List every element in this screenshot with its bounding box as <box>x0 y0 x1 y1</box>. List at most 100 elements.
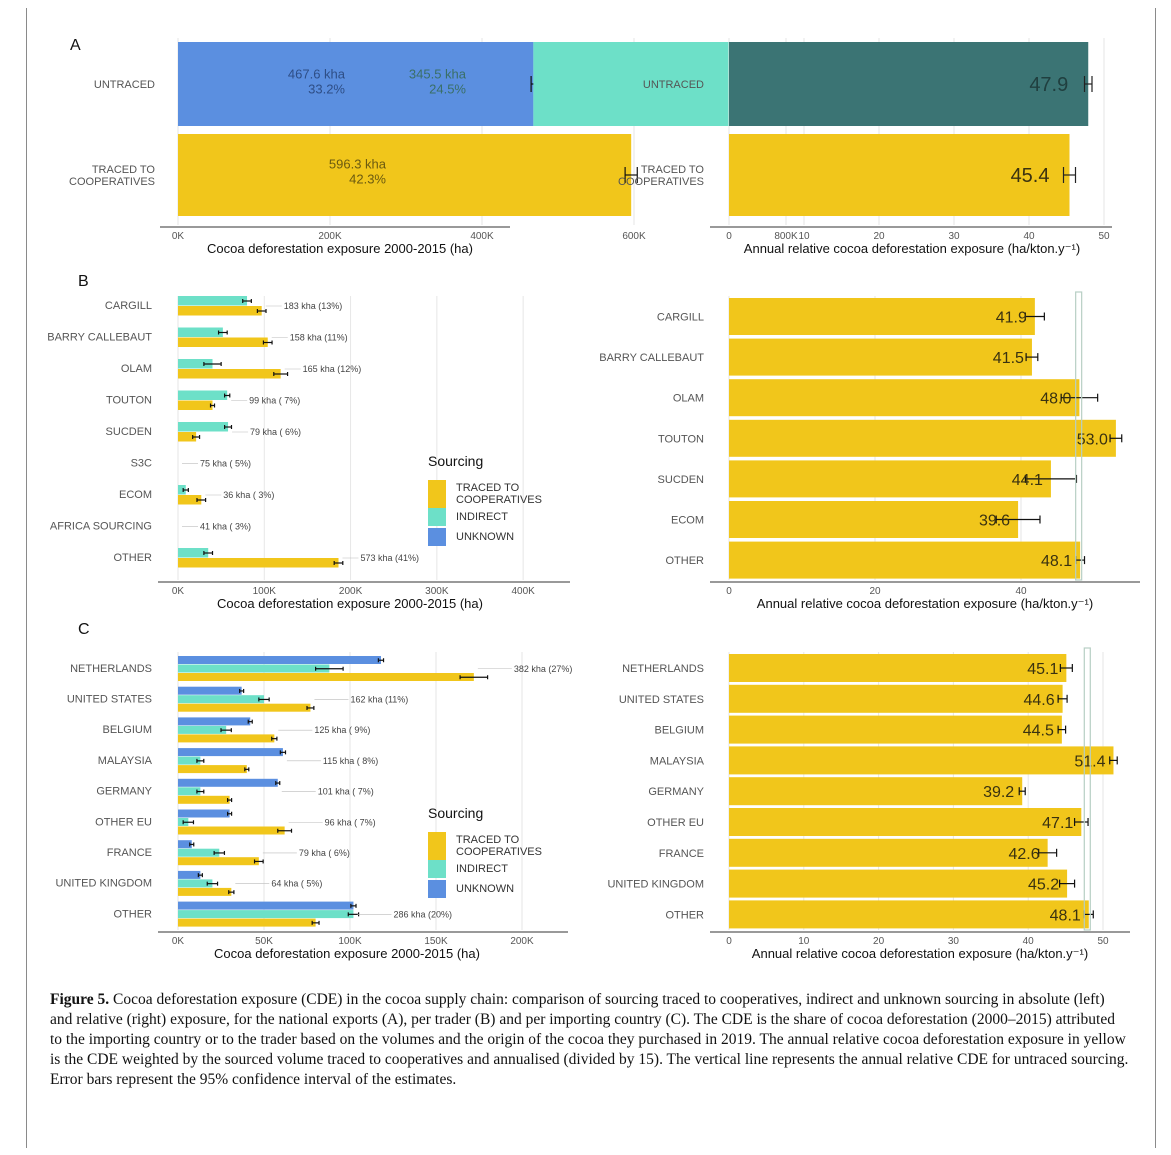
c-left-bar-united-states-traced-to-cooperatives <box>178 703 311 712</box>
b-left-tick-label: 300K <box>425 586 449 597</box>
c-left-category-france: FRANCE <box>107 847 152 859</box>
c-left-category-united-states: UNITED STATES <box>67 693 152 705</box>
c-left-data-label-germany: 101 kha ( 7%) <box>318 787 374 797</box>
b-left-legend-swatch-unknown <box>428 528 446 546</box>
b-right-category-barry-callebaut: BARRY CALLEBAUT <box>599 352 704 364</box>
a-left-tick-label: 400K <box>470 231 494 242</box>
b-left-category-cargill: CARGILL <box>105 300 152 312</box>
panel-letter-a: A <box>70 37 81 54</box>
b-left-tick-label: 200K <box>339 586 363 597</box>
c-right-bar-other-eu <box>729 808 1082 836</box>
c-left-legend-title: Sourcing <box>428 805 483 821</box>
a-right-category-untraced: UNTRACED <box>643 79 704 91</box>
c-right-value-label-belgium: 44.5 <box>1023 723 1054 740</box>
caption-text: Cocoa deforestation exposure (CDE) in th… <box>50 991 1129 1088</box>
c-left-bar-malaysia-traced-to-cooperatives <box>178 765 247 774</box>
figure-caption: Figure 5. Cocoa deforestation exposure (… <box>50 990 1130 1090</box>
c-right-value-label-france: 42.6 <box>1009 846 1040 863</box>
b-right-bar-other <box>729 541 1081 579</box>
c-right-category-malaysia: MALAYSIA <box>650 755 705 767</box>
c-left-bar-netherlands-traced-to-cooperatives <box>178 673 474 681</box>
c-left-category-other-eu: OTHER EU <box>95 816 152 828</box>
c-left-x-axis-label: Cocoa deforestation exposure 2000-2015 (… <box>214 946 480 961</box>
c-right-bar-france <box>729 838 1048 867</box>
c-left-bar-netherlands-unknown <box>178 656 381 664</box>
c-left-data-label-united-kingdom: 64 kha ( 5%) <box>271 879 322 889</box>
b-left-bar-sucden-indirect <box>178 422 229 432</box>
c-left-bar-france-traced-to-cooperatives <box>178 857 259 866</box>
c-right-value-label-germany: 39.2 <box>983 784 1014 801</box>
b-right-reference-line <box>1075 291 1083 581</box>
b-left-bar-olam-traced-to-cooperatives <box>178 369 281 379</box>
c-left-data-label-france: 79 kha ( 6%) <box>299 848 350 858</box>
b-left-data-label-olam: 165 kha (12%) <box>303 364 362 374</box>
c-right-category-united-kingdom: UNITED KINGDOM <box>607 879 704 891</box>
b-left-bar-ecom-indirect <box>178 485 186 495</box>
c-right-value-label-united-states: 44.6 <box>1023 692 1054 709</box>
c-left-bar-germany-indirect <box>178 787 201 796</box>
b-left-bar-touton-traced-to-cooperatives <box>178 400 213 410</box>
b-right-category-touton: TOUTON <box>658 433 704 445</box>
a-right-tick-label: 50 <box>1098 231 1110 242</box>
c-left-bar-other-unknown <box>178 901 354 910</box>
b-left-category-sucden: SUCDEN <box>106 426 153 438</box>
b-right-bar-olam <box>729 379 1080 417</box>
b-left-legend-swatch-indirect <box>428 508 446 526</box>
c-right-bar-germany <box>729 777 1023 806</box>
c-right-category-united-states: UNITED STATES <box>619 694 704 706</box>
a-left-tick-label: 200K <box>318 231 342 242</box>
c-left-bar-united-states-indirect <box>178 695 264 704</box>
c-left-legend-label-indirect: INDIRECT <box>456 863 508 875</box>
a-left-label-unknown: 467.6 kha 33.2% <box>288 67 346 97</box>
c-right-tick-label: 0 <box>726 936 732 947</box>
c-left-data-label-belgium: 125 kha ( 9%) <box>314 725 370 735</box>
c-right-value-label-netherlands: 45.1 <box>1027 661 1058 678</box>
c-left-category-malaysia: MALAYSIA <box>98 755 153 767</box>
c-left-tick-label: 150K <box>424 936 448 947</box>
a-right-tick-label: 40 <box>1023 231 1035 242</box>
b-right-category-ecom: ECOM <box>671 515 704 527</box>
b-left-bar-cargill-traced-to-cooperatives <box>178 306 262 316</box>
c-left-data-label-united-states: 162 kha (11%) <box>350 694 408 704</box>
c-left-bar-malaysia-unknown <box>178 748 283 757</box>
c-left-category-other: OTHER <box>114 908 153 920</box>
b-right-bar-cargill <box>729 298 1035 335</box>
a-right-bar-untraced <box>729 42 1089 126</box>
c-left-bar-belgium-traced-to-cooperatives <box>178 734 275 743</box>
c-left-data-label-other: 286 kha (20%) <box>393 909 452 919</box>
b-left-data-label-other: 573 kha (41%) <box>360 553 419 563</box>
c-left-category-netherlands: NETHERLANDS <box>70 663 152 675</box>
b-right-bar-barry-callebaut <box>729 338 1032 376</box>
b-right-value-label-sucden: 44.1 <box>1012 472 1043 489</box>
c-right-tick-label: 30 <box>948 936 960 947</box>
c-left-data-label-other-eu: 96 kha ( 7%) <box>325 817 376 827</box>
b-right-category-other: OTHER <box>666 555 705 567</box>
c-left-bar-malaysia-indirect <box>178 756 201 765</box>
a-right-tick-label: 0 <box>726 231 732 242</box>
c-right-tick-label: 10 <box>798 936 810 947</box>
a-left-label-indirect: 345.5 kha 24.5% <box>409 67 467 97</box>
c-left-legend-swatch-unknown <box>428 880 446 898</box>
b-left-category-other: OTHER <box>114 552 153 564</box>
b-right-category-sucden: SUCDEN <box>658 474 705 486</box>
c-left-legend-swatch-indirect <box>428 860 446 878</box>
b-left-legend-label-indirect: INDIRECT <box>456 511 508 523</box>
c-right-category-belgium: BELGIUM <box>654 725 704 737</box>
b-right-category-cargill: CARGILL <box>657 312 704 324</box>
b-left-bar-barry-callebaut-traced-to-cooperatives <box>178 337 268 347</box>
c-left-category-belgium: BELGIUM <box>102 724 152 736</box>
b-left-data-label-touton: 99 kha ( 7%) <box>249 396 300 406</box>
a-right-category-traced-to-cooperatives: TRACED TO COOPERATIVES <box>618 164 704 188</box>
c-right-value-label-united-kingdom: 45.2 <box>1028 877 1059 894</box>
a-left-tick-label: 600K <box>622 231 646 242</box>
c-left-tick-label: 0K <box>172 936 185 947</box>
b-left-data-label-cargill: 183 kha (13%) <box>284 301 343 311</box>
c-left-category-germany: GERMANY <box>96 786 152 798</box>
b-left-bar-sucden-traced-to-cooperatives <box>178 432 197 442</box>
c-right-bar-united-kingdom <box>729 869 1068 898</box>
c-left-bar-united-kingdom-indirect <box>178 879 213 888</box>
b-right-value-label-olam: 48.0 <box>1040 391 1071 408</box>
b-left-category-s3c: S3C <box>131 458 152 470</box>
c-left-bar-united-kingdom-traced-to-cooperatives <box>178 887 232 896</box>
b-left-data-label-sucden: 79 kha ( 6%) <box>250 427 301 437</box>
